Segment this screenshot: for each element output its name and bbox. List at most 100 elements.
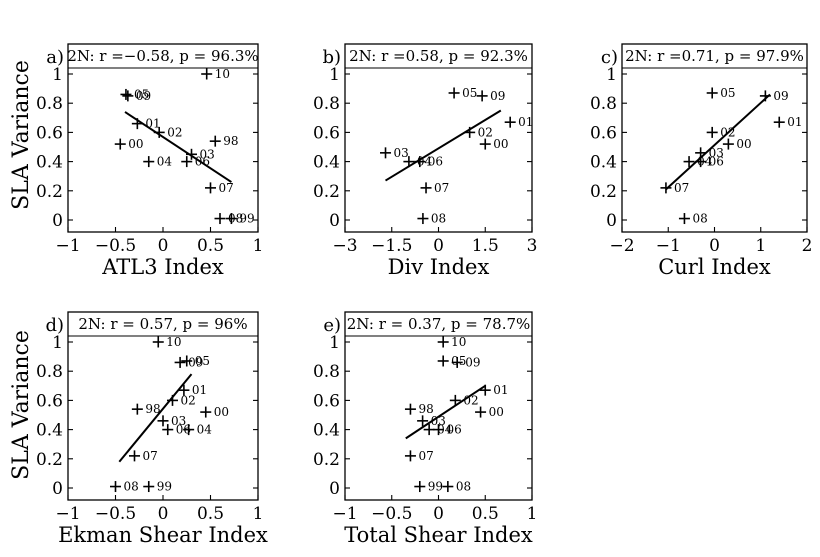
point-label: 04 — [437, 423, 453, 437]
data-point: 03 — [417, 414, 446, 428]
y-tick-label: 0.4 — [36, 421, 63, 441]
data-point: 05 — [181, 354, 210, 368]
point-label: 00 — [489, 405, 504, 419]
y-tick-label: 0.6 — [590, 123, 617, 143]
point-label: 10 — [166, 335, 181, 349]
y-tick-label: 0.8 — [36, 94, 63, 114]
point-label: 10 — [215, 67, 230, 81]
point-label: 00 — [128, 137, 143, 151]
point-label: 07 — [143, 449, 158, 463]
x-tick-label: −1 — [55, 504, 80, 524]
x-tick-label: −0.5 — [95, 236, 136, 256]
panel-4: 2N: r = 0.37, p = 78.7% e) 0 0.2 0.4 0.6 0.8 1 −… — [313, 311, 538, 547]
y-tick-label: 0.6 — [313, 123, 340, 143]
y-axis-label-bottom: SLA Variance — [9, 330, 34, 480]
point-label: 09 — [136, 89, 151, 103]
point-label: 03 — [200, 147, 215, 161]
data-point: 98 — [209, 134, 239, 148]
data-point: 01 — [178, 383, 207, 397]
data-point: 00 — [722, 137, 752, 151]
plot-frame — [67, 311, 259, 501]
point-label: 05 — [195, 354, 210, 368]
x-axis-label: Ekman Shear Index — [58, 523, 268, 547]
data-point: 07 — [420, 181, 449, 195]
panel-letter: c) — [601, 47, 618, 68]
x-tick-label: 1 — [527, 504, 538, 524]
point-label: 03 — [709, 146, 724, 160]
stat-text: 2N: r = 0.37, p = 78.7% — [347, 315, 531, 333]
data-point: 08 — [678, 212, 708, 226]
point-label: 08 — [124, 480, 139, 494]
regression-line — [405, 384, 486, 440]
point-label: 01 — [493, 383, 508, 397]
y-tick-label: 0 — [52, 211, 63, 231]
y-tick-label: 0 — [52, 479, 63, 499]
point-label: 00 — [214, 405, 229, 419]
x-tick-label: −2 — [609, 236, 634, 256]
y-tick-label: 1 — [329, 333, 340, 353]
x-tick-label: −0.5 — [95, 504, 136, 524]
y-tick-label: 0.4 — [590, 153, 617, 173]
point-label: 06 — [709, 155, 724, 169]
x-tick-label: −1 — [55, 236, 80, 256]
data-point: 03 — [380, 146, 409, 160]
x-tick-label: 1 — [253, 236, 264, 256]
point-label: 02 — [463, 393, 478, 407]
y-tick-label: 0.4 — [313, 153, 340, 173]
x-axis-label: Div Index — [388, 255, 490, 279]
data-point: 04 — [143, 155, 172, 169]
point-label: 01 — [787, 115, 802, 129]
point-label: 08 — [431, 212, 446, 226]
point-label: 07 — [219, 181, 234, 195]
data-point: 02 — [167, 393, 196, 407]
point-label: 04 — [157, 155, 173, 169]
data-point: 06 — [433, 423, 462, 437]
point-label: 07 — [434, 181, 449, 195]
x-tick-label: 0.5 — [197, 236, 224, 256]
data-point: 07 — [660, 181, 689, 195]
point-label: 06 — [428, 155, 443, 169]
stat-text: 2N: r =0.71, p = 97.9% — [625, 47, 804, 65]
panel-3: 2N: r = 0.57, p = 96% d) 0 0.2 0.4 0.6 0.8 1 −1−… — [36, 311, 268, 547]
data-point: 00 — [200, 405, 229, 419]
data-point: 06 — [181, 155, 210, 169]
y-tick-label: 0.2 — [36, 450, 63, 470]
data-point: 99 — [225, 212, 255, 226]
regression-line — [665, 93, 771, 191]
point-label: 02 — [720, 125, 735, 139]
point-label: 05 — [451, 354, 466, 368]
y-tick-label: 0.6 — [36, 123, 63, 143]
data-point: 06 — [414, 155, 443, 169]
y-tick-label: 0.2 — [313, 450, 340, 470]
x-tick-label: −1.5 — [371, 236, 412, 256]
y-tick-label: 0.8 — [313, 94, 340, 114]
point-label: 00 — [736, 137, 751, 151]
y-tick-label: 0.2 — [313, 182, 340, 202]
x-tick-label: −0.5 — [371, 504, 412, 524]
data-point: 07 — [129, 449, 158, 463]
data-point: 00 — [479, 137, 509, 151]
point-label: 08 — [456, 480, 471, 494]
data-point: 10 — [152, 335, 182, 349]
point-label: 05 — [462, 86, 477, 100]
data-point: 03 — [695, 146, 724, 160]
data-point: 09 — [122, 89, 151, 103]
x-axis-label: Total Shear Index — [344, 523, 533, 547]
data-point: 09 — [174, 355, 203, 369]
panel-letter: e) — [323, 315, 341, 336]
stat-text: 2N: r =−0.58, p = 96.3% — [67, 47, 258, 65]
x-tick-label: 0 — [158, 236, 169, 256]
data-point: 00 — [114, 137, 144, 151]
point-label: 05 — [134, 87, 149, 101]
data-point: 01 — [773, 115, 803, 129]
data-point: 03 — [186, 147, 215, 161]
data-point: 05 — [120, 87, 149, 101]
data-point: 99 — [143, 480, 172, 494]
y-tick-label: 0.6 — [313, 391, 340, 411]
point-label: 06 — [447, 423, 462, 437]
point-label: 03 — [394, 146, 409, 160]
data-point: 09 — [759, 89, 789, 103]
point-label: 04 — [197, 423, 213, 437]
data-point: 00 — [475, 405, 504, 419]
